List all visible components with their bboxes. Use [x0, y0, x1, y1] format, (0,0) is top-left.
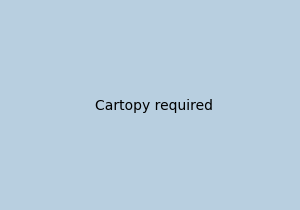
Text: Cartopy required: Cartopy required	[95, 99, 213, 113]
